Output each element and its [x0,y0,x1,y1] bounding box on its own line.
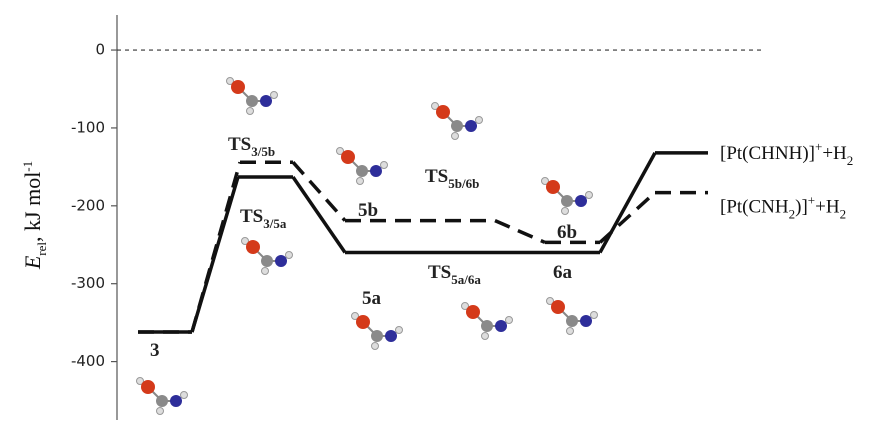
y-tick-label: -200 [71,196,105,214]
label-part: rel [34,242,49,256]
atom-c [566,315,578,327]
legend-label: [Pt(CHNH)]++H2 [720,139,853,168]
atom-h [271,92,278,99]
atom-o [356,315,370,329]
label-part: TS [228,134,251,155]
y-tick-label: 0 [95,41,105,59]
atom-n [275,255,287,267]
atom-c [261,255,273,267]
label-part: +H [822,143,847,164]
atom-c [246,95,258,107]
atom-c [481,320,493,332]
atom-c [451,120,463,132]
y-tick-label: -300 [71,274,105,292]
atom-c [356,165,368,177]
atom-h [247,108,254,115]
label-part: )] [795,197,808,218]
molecule-icon [137,378,188,415]
atom-h [482,333,489,340]
y-tick-label: -400 [71,352,105,370]
label-part: E [20,255,45,270]
atom-n [465,120,477,132]
molecule-icon [227,78,278,115]
y-tick-label: -100 [71,118,105,136]
label-part: +H [815,197,840,218]
connector [495,221,545,243]
annotation: TS5a/6a [428,262,481,287]
atom-h [562,208,569,215]
label-part: 2 [840,207,847,222]
atom-o [466,305,480,319]
label-part: 5a/6a [451,272,481,287]
atom-h [476,117,483,124]
label-part: [Pt(CNH [720,197,789,218]
level-label: 5a [362,288,382,309]
atom-n [170,395,182,407]
label-part: 2 [847,153,854,168]
atom-o [546,180,560,194]
atom-n [580,315,592,327]
atom-c [156,395,168,407]
molecule-icon [547,298,598,335]
legend-label: [Pt(CNH2)]++H2 [720,193,846,222]
atom-h [262,268,269,275]
atom-o [341,150,355,164]
label-part: 3/5b [251,144,275,159]
annotation: TS5b/6b [425,166,479,191]
molecule-icon [337,148,388,185]
level-label: 6b [557,222,577,243]
atom-h [567,328,574,335]
level-label: TS3/5a [240,206,287,231]
level-label: 3 [150,340,160,361]
label-part: TS [425,166,448,187]
atom-h [586,192,593,199]
y-axis-title: Erel, kJ mol-1 [20,161,49,270]
label-part: + [815,139,822,154]
atom-n [370,165,382,177]
atom-h [452,133,459,140]
atom-o [141,380,155,394]
level-label: TS3/5b [228,134,275,159]
connector [600,153,655,253]
label-part: TS [428,262,451,283]
atom-n [385,330,397,342]
atom-n [495,320,507,332]
molecule-icon [462,303,513,340]
molecule-icon [432,103,483,140]
atom-h [157,408,164,415]
label-part: 3/5a [263,216,287,231]
atom-h [286,252,293,259]
molecule-icon [242,238,293,275]
atom-h [591,312,598,319]
label-part: TS [240,206,263,227]
atom-o [231,80,245,94]
level-label: 5b [358,200,378,221]
label-part: [Pt(CHNH)] [720,143,815,164]
molecule-icon [542,178,593,215]
connector [192,162,240,332]
atom-h [181,392,188,399]
atom-h [357,178,364,185]
label-part: + [808,193,815,208]
atom-c [561,195,573,207]
atom-h [396,327,403,334]
atom-n [575,195,587,207]
molecule-icon [352,313,403,350]
atom-o [246,240,260,254]
atom-h [506,317,513,324]
atom-c [371,330,383,342]
connector [293,177,345,253]
atom-h [381,162,388,169]
label-part: , kJ mol [20,172,45,242]
atom-o [551,300,565,314]
chart: 0-100-200-300-400Erel, kJ mol-13TS3/5a5a… [0,0,877,422]
atom-n [260,95,272,107]
atom-h [372,343,379,350]
label-part: -1 [20,161,35,172]
atom-o [436,105,450,119]
level-label: 6a [553,262,573,283]
label-part: 5b/6b [448,176,479,191]
